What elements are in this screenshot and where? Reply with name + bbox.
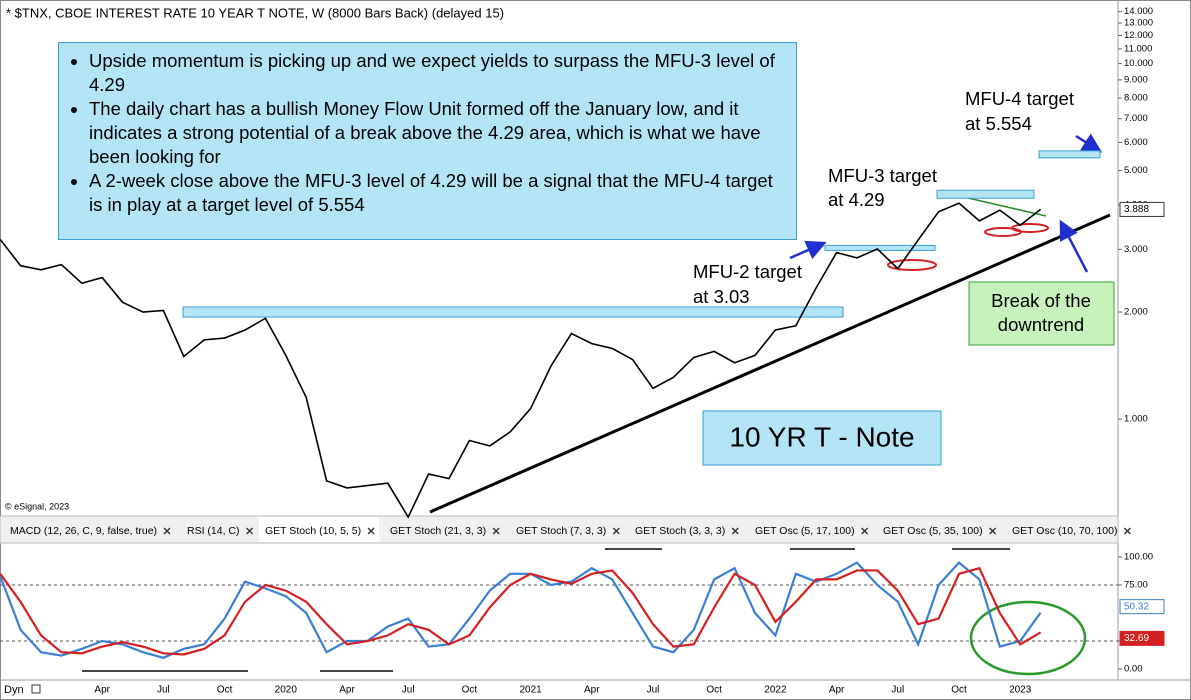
- highlight-circle: [969, 600, 1087, 676]
- last-value-label: 32.69: [1124, 633, 1149, 644]
- x-tick-label: Apr: [94, 685, 110, 696]
- indicator-bars: [82, 548, 1010, 672]
- tab-close[interactable]: [731, 527, 739, 535]
- tab[interactable]: MACD (12, 26, C, 9, false, true): [10, 525, 157, 537]
- x-tick-label: Oct: [706, 685, 722, 696]
- oscillator-line: [0, 566, 1042, 656]
- annotation: at 4.29: [828, 189, 885, 210]
- y-tick-label: 13.000: [1124, 18, 1153, 29]
- downtrend-line: [967, 197, 1047, 217]
- arrow: [1059, 219, 1089, 273]
- y-tick-label: 12.000: [1124, 30, 1153, 41]
- label-box: [702, 410, 942, 466]
- callout-text: downtrend: [998, 314, 1084, 335]
- note: The daily chart has a bullish Money Flow…: [89, 97, 784, 169]
- y-tick-label: 1.000: [1124, 414, 1148, 425]
- x-tick-label: Oct: [462, 685, 478, 696]
- tab-close[interactable]: [989, 527, 997, 535]
- copyright: © eSignal, 2023: [5, 501, 69, 511]
- y-tick-label: 3.000: [1124, 244, 1148, 255]
- tab[interactable]: GET Stoch (7, 3, 3): [516, 525, 606, 537]
- x-tick-label: Jul: [647, 685, 660, 696]
- y-tick-label: 100.00: [1124, 552, 1153, 563]
- x-tick-label: 2022: [764, 685, 787, 696]
- note: Upside momentum is picking up and we exp…: [89, 49, 784, 97]
- label-box-text: 10 YR T - Note: [729, 421, 914, 452]
- footer-label: Dyn: [4, 684, 24, 696]
- trendline: [429, 213, 1111, 514]
- x-tick-label: 2023: [1009, 685, 1032, 696]
- active-tab: [259, 517, 379, 542]
- x-tick-label: Jul: [402, 685, 415, 696]
- tab-close[interactable]: [1123, 527, 1131, 535]
- y-tick-label: 7.000: [1124, 113, 1148, 124]
- tab-close[interactable]: [612, 527, 620, 535]
- x-tick-label: Apr: [829, 685, 845, 696]
- x-tick-label: Oct: [217, 685, 233, 696]
- y-tick-label: 10.000: [1124, 58, 1153, 69]
- low-circle: [984, 227, 1022, 237]
- tab-close[interactable]: [163, 527, 171, 535]
- y-tick-label: 11.000: [1124, 43, 1152, 54]
- tab-close[interactable]: [861, 527, 869, 535]
- tab-bar: [0, 515, 1119, 544]
- callout-box: [968, 281, 1115, 346]
- x-tick-label: Apr: [339, 685, 355, 696]
- tab[interactable]: GET Osc (5, 17, 100): [755, 525, 855, 537]
- callout-text: Break of the: [991, 290, 1091, 311]
- x-tick-label: 2021: [519, 685, 542, 696]
- tab-close[interactable]: [492, 527, 500, 535]
- last-value-box: [1119, 599, 1165, 615]
- annotation: at 3.03: [693, 286, 750, 307]
- x-tick-label: Jul: [157, 685, 170, 696]
- note-box: Upside momentum is picking up and we exp…: [58, 42, 797, 240]
- x-tick-label: Oct: [951, 685, 967, 696]
- target-zone: [182, 306, 844, 318]
- tab-close[interactable]: [367, 527, 375, 535]
- tab[interactable]: RSI (14, C): [187, 525, 240, 537]
- last-price-box: [1119, 201, 1165, 217]
- last-value-label: 50.32: [1124, 601, 1149, 612]
- target-zone: [1038, 150, 1101, 159]
- x-tick-label: Apr: [584, 685, 600, 696]
- y-tick-label: 14.000: [1124, 6, 1153, 17]
- arrow: [1075, 133, 1103, 153]
- annotation: MFU-3 target: [828, 165, 937, 186]
- note-list: Upside momentum is picking up and we exp…: [73, 49, 784, 217]
- low-circle: [1011, 223, 1049, 233]
- y-tick-label: 5.000: [1124, 165, 1148, 176]
- tab[interactable]: GET Stoch (21, 3, 3): [390, 525, 486, 537]
- low-circle: [887, 259, 937, 271]
- tab[interactable]: GET Stoch (3, 3, 3): [635, 525, 725, 537]
- y-tick-label: 75.00: [1124, 580, 1148, 591]
- x-tick-label: 2020: [275, 685, 298, 696]
- target-zone: [824, 244, 936, 251]
- y-tick-label: 2.000: [1124, 307, 1148, 318]
- tab-close[interactable]: [246, 527, 254, 535]
- price-line: [0, 202, 1042, 519]
- x-tick-label: Jul: [891, 685, 904, 696]
- tab[interactable]: GET Osc (5, 35, 100): [883, 525, 983, 537]
- annotation: MFU-2 target: [693, 261, 802, 282]
- annotation: at 5.554: [965, 113, 1032, 134]
- arrow: [789, 240, 827, 260]
- target-zone: [936, 189, 1035, 199]
- y-tick-label: 9.000: [1124, 74, 1148, 85]
- chart-title: * $TNX, CBOE INTEREST RATE 10 YEAR T NOT…: [6, 5, 504, 20]
- y-tick-label: 6.000: [1124, 137, 1148, 148]
- lock-icon: [31, 684, 41, 694]
- last-value-box: [1119, 630, 1165, 646]
- note: A 2-week close above the MFU-3 level of …: [89, 169, 784, 217]
- y-tick-label: 0.00: [1124, 664, 1143, 675]
- y-tick-label: 8.000: [1124, 93, 1148, 104]
- tab[interactable]: GET Osc (10, 70, 100): [1012, 525, 1117, 537]
- tab[interactable]: GET Stoch (10, 5, 5): [265, 525, 361, 537]
- last-price-label: 3.888: [1124, 204, 1149, 215]
- annotation: MFU-4 target: [965, 88, 1074, 109]
